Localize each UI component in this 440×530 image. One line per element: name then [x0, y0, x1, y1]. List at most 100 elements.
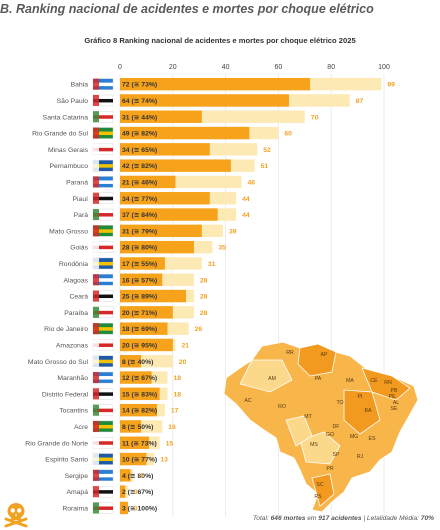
category-label: Tocantins [59, 408, 88, 415]
map-state-label: SE [391, 406, 398, 412]
deaths-data-label: 28 (≅ 80%) [122, 245, 157, 252]
skull-icon [4, 503, 28, 528]
accidents-data-label: 3 [134, 489, 138, 496]
deaths-bar [120, 322, 168, 335]
deaths-bar [120, 94, 289, 107]
state-flag-icon [92, 78, 114, 90]
deaths-bar [120, 159, 231, 172]
state-flag-icon [92, 176, 114, 188]
map-state-label: TO [336, 400, 343, 406]
chart-title: Gráfico 8 Ranking nacional de acidentes … [84, 36, 356, 45]
footer-lethality: 70% [420, 515, 434, 522]
accidents-data-label: 5 [139, 473, 143, 480]
state-flag-icon [92, 322, 114, 335]
deaths-bar [120, 192, 210, 205]
category-label: Ceará [69, 294, 88, 301]
x-tick-label: 20 [169, 64, 177, 71]
map-state-label: BA [365, 408, 372, 414]
deaths-data-label: 17 (≅ 55%) [122, 261, 157, 268]
footer-suffix: | Letalidade Média: [361, 515, 421, 522]
state-flag-icon [92, 225, 114, 237]
map-state-label: SC [316, 482, 323, 488]
state-flag-icon [92, 111, 114, 123]
deaths-bar [120, 143, 210, 156]
footer-totals: Total: 646 mortes em 917 acidentes | Let… [253, 515, 434, 522]
category-label: Bahia [71, 82, 89, 89]
map-state-label: CE [370, 378, 378, 384]
x-tick-label: 100 [378, 64, 390, 71]
deaths-bar [120, 273, 163, 286]
state-flag-icon [92, 94, 114, 107]
state-flag-icon [92, 404, 114, 416]
map-region [361, 367, 411, 401]
accidents-data-label: 60 [284, 131, 292, 138]
deaths-data-label: 49 (≅ 82%) [122, 131, 157, 138]
deaths-data-label: 15 (≅ 83%) [122, 391, 157, 398]
accidents-data-label: 3 [134, 505, 138, 512]
map-state-label: AL [393, 400, 399, 406]
category-label: Pará [74, 212, 89, 219]
accidents-data-label: 28 [200, 294, 208, 301]
deaths-data-label: 72 (≅ 73%) [122, 82, 157, 89]
accidents-data-label: 99 [387, 82, 395, 89]
deaths-data-label: 16 (≅ 57%) [122, 277, 157, 284]
category-label: Mato Grosso do Sul [28, 359, 89, 366]
deaths-bar [120, 175, 176, 189]
deaths-data-label: 31 (≅ 44%) [122, 114, 157, 121]
map-state-label: PA [315, 376, 322, 382]
accidents-data-label: 28 [200, 277, 208, 284]
state-flag-icon [92, 388, 114, 400]
category-label: Piauí [73, 196, 89, 203]
deaths-bar [120, 110, 202, 123]
category-label: Espírito Santo [45, 457, 88, 464]
deaths-bar [120, 387, 160, 401]
map-state-label: RN [384, 380, 392, 386]
deaths-bar [120, 306, 173, 319]
accidents-data-label: 31 [208, 261, 216, 268]
bars-layer: Bahia 72 (≅ 73%) 99 São Paulo 64 (≅ 74%) 87 Sa… [25, 77, 395, 515]
deaths-bar [120, 469, 131, 482]
state-flag-icon [92, 485, 114, 498]
deaths-data-label: 14 (≅ 82%) [122, 408, 157, 415]
section-title: B. Ranking nacional de acidentes e morte… [0, 2, 374, 16]
category-label: Paraná [66, 179, 88, 186]
category-label: Roraima [62, 505, 88, 512]
accidents-data-label: 35 [218, 245, 226, 252]
map-state-label: ES [369, 436, 376, 442]
deaths-bar [120, 420, 142, 433]
accidents-data-label: 44 [242, 196, 250, 203]
category-label: Alagoas [63, 277, 88, 284]
deaths-bar [120, 485, 126, 498]
state-flag-icon [92, 453, 114, 465]
map-region [343, 389, 381, 435]
category-label: Goiás [70, 245, 88, 252]
accidents-data-label: 70 [311, 114, 319, 121]
state-flag-icon [92, 257, 114, 270]
accidents-data-label: 20 [179, 359, 187, 366]
map-state-label: PI [358, 394, 363, 400]
deaths-bar [120, 371, 152, 384]
map-state-label: RO [278, 404, 286, 410]
footer-deaths: 646 mortes [270, 515, 306, 522]
deaths-data-label: 34 (≅ 77%) [122, 196, 157, 203]
deaths-data-label: 4 (≅ 80%) [122, 473, 153, 480]
footer-middle: em [305, 515, 319, 522]
state-flag-icon [92, 469, 114, 482]
deaths-data-label: 12 (≅ 67%) [122, 375, 157, 382]
deaths-bar [120, 77, 311, 91]
category-label: Pernambuco [49, 163, 88, 170]
x-tick-label: 60 [275, 64, 283, 71]
category-label: Rio Grande do Norte [25, 440, 88, 447]
category-label: Amazonas [56, 342, 89, 349]
accidents-data-label: 26 [195, 326, 203, 333]
map-region [311, 473, 335, 507]
state-flag-icon [92, 502, 114, 514]
x-tick-label: 0 [118, 64, 122, 71]
map-state-label: RR [286, 350, 294, 356]
deaths-bar [120, 240, 194, 254]
deaths-data-label: 20 (≅ 95%) [122, 342, 157, 349]
deaths-bar [120, 126, 250, 140]
accidents-data-label: 21 [181, 342, 189, 349]
